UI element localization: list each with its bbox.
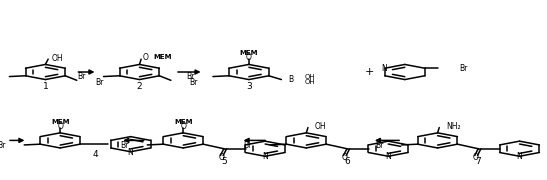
Text: OH: OH: [315, 122, 326, 130]
Text: NH₂: NH₂: [446, 122, 461, 130]
Text: N: N: [386, 152, 391, 161]
Text: Br: Br: [120, 141, 129, 150]
Text: O: O: [142, 53, 148, 62]
Text: Br: Br: [186, 72, 195, 81]
Text: Br: Br: [77, 72, 85, 81]
Text: Br: Br: [375, 141, 383, 150]
Text: MEM: MEM: [153, 53, 172, 60]
Text: B: B: [288, 75, 293, 84]
Text: 7: 7: [476, 157, 481, 166]
Text: MEM: MEM: [174, 118, 193, 125]
Text: +: +: [364, 67, 374, 77]
Text: Br: Br: [459, 64, 468, 73]
Text: MEM: MEM: [51, 118, 69, 125]
Text: Br: Br: [0, 141, 6, 150]
Text: OH: OH: [304, 79, 315, 85]
Text: N: N: [128, 148, 133, 157]
Text: Br: Br: [95, 78, 103, 87]
Text: 6: 6: [345, 157, 350, 166]
Text: Br: Br: [189, 78, 197, 87]
Text: O: O: [342, 153, 347, 162]
Text: O: O: [181, 122, 186, 130]
Text: 1: 1: [43, 82, 48, 91]
Text: OH: OH: [52, 53, 63, 62]
Text: O: O: [57, 122, 63, 130]
Text: 5: 5: [222, 157, 227, 166]
Text: 4: 4: [92, 150, 98, 159]
Text: MEM: MEM: [240, 50, 258, 56]
Text: N: N: [263, 152, 268, 161]
Text: OH: OH: [304, 74, 315, 80]
Text: Br: Br: [243, 141, 252, 150]
Text: O: O: [219, 153, 224, 162]
Text: 2: 2: [137, 82, 142, 91]
Text: N: N: [517, 152, 522, 161]
Text: N: N: [381, 64, 387, 73]
Text: 3: 3: [246, 82, 252, 91]
Text: O: O: [473, 153, 479, 162]
Text: O: O: [246, 53, 252, 62]
